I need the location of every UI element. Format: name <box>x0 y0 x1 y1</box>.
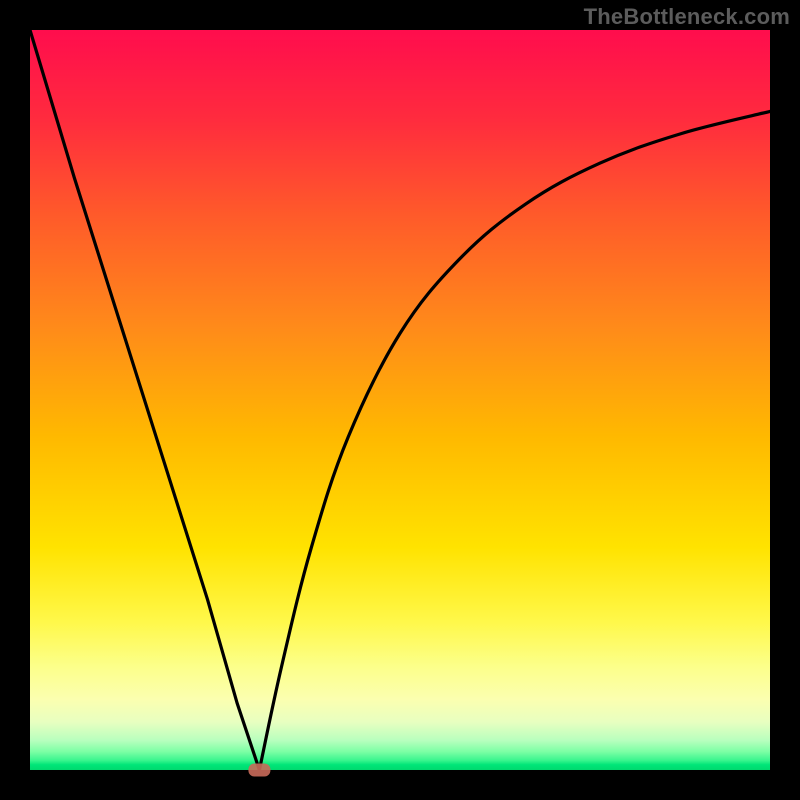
watermark-text: TheBottleneck.com <box>584 4 790 30</box>
chart-container: TheBottleneck.com <box>0 0 800 800</box>
minimum-marker <box>248 764 270 777</box>
bottleneck-chart <box>0 0 800 800</box>
